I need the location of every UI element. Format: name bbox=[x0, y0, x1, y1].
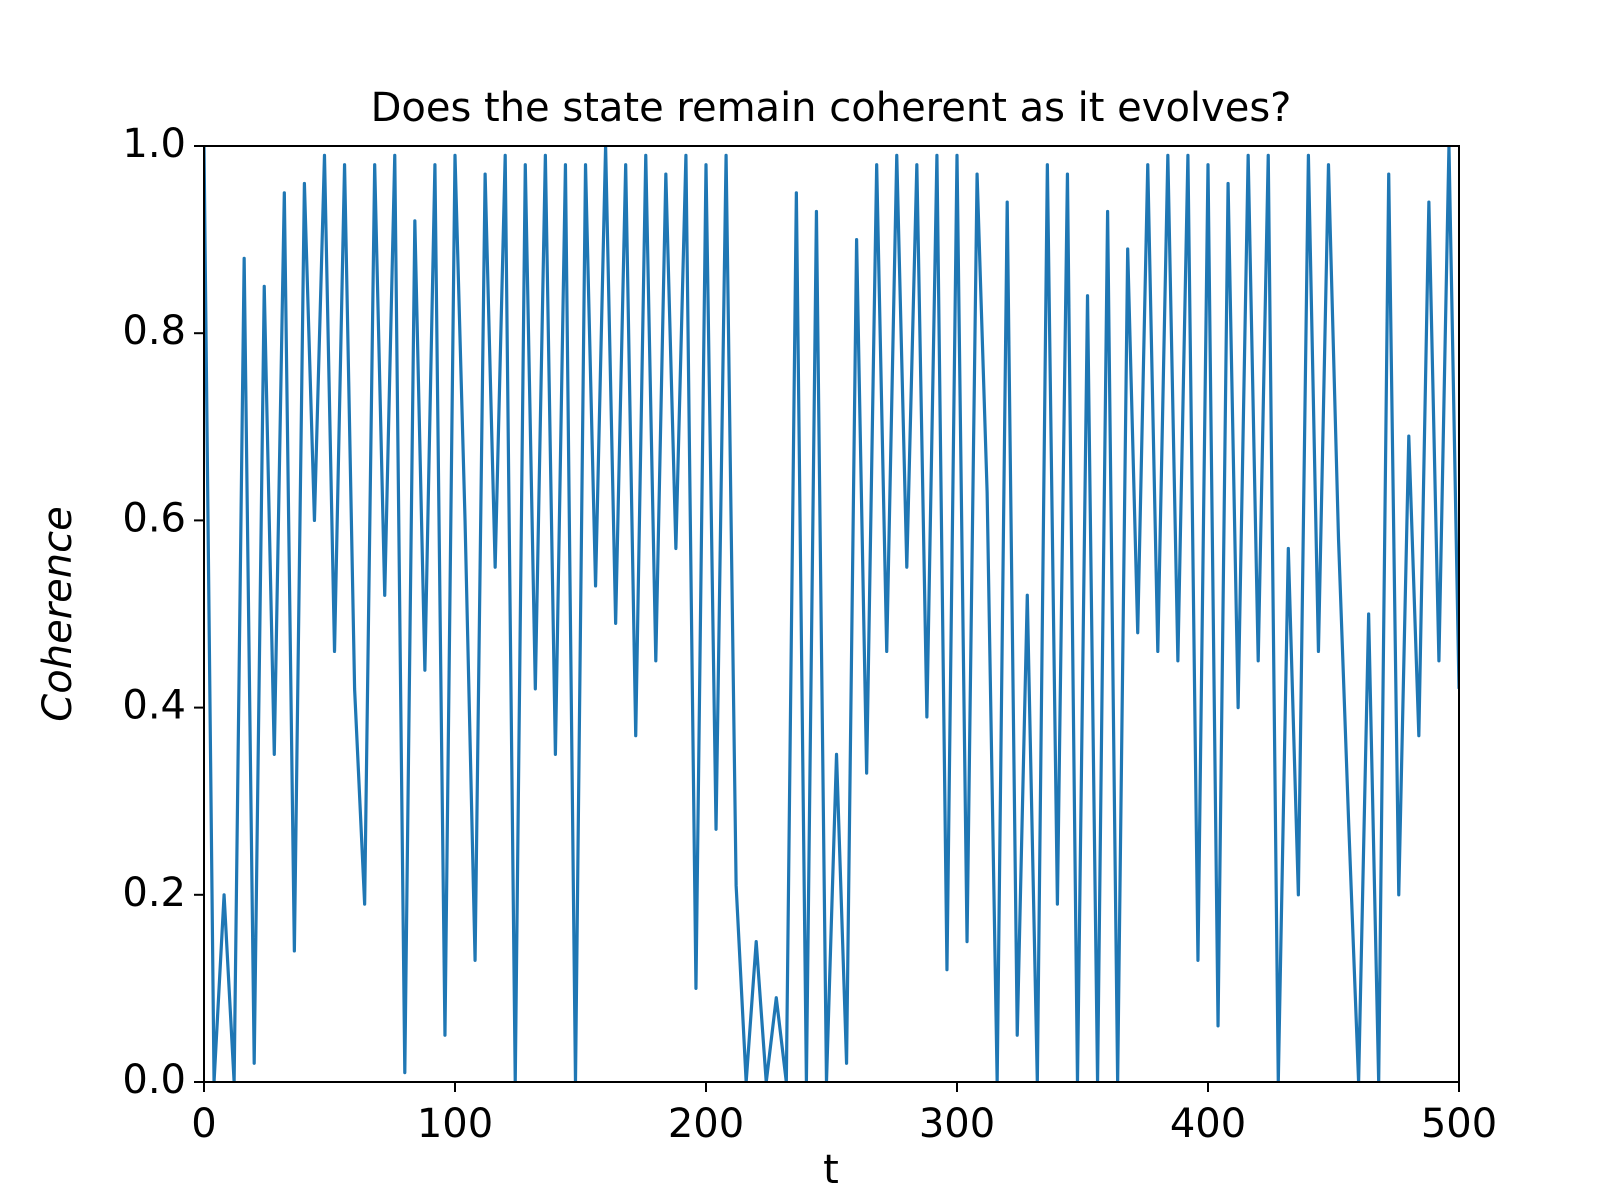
y-tick-label: 0.4 bbox=[122, 683, 186, 729]
x-tick-label: 300 bbox=[919, 1101, 995, 1147]
x-tick-label: 100 bbox=[417, 1101, 493, 1147]
y-tick-label: 0.8 bbox=[122, 308, 186, 354]
x-tick-label: 200 bbox=[668, 1101, 744, 1147]
y-tick-label: 1.0 bbox=[122, 121, 186, 167]
y-tick-label: 0.2 bbox=[122, 870, 186, 916]
x-tick-label: 400 bbox=[1170, 1101, 1246, 1147]
y-axis-label: Coherence bbox=[35, 506, 81, 721]
y-tick-label: 0.0 bbox=[122, 1057, 186, 1103]
x-tick-label: 500 bbox=[1421, 1101, 1497, 1147]
x-tick-label: 0 bbox=[191, 1101, 216, 1147]
y-tick-label: 0.6 bbox=[122, 495, 186, 541]
chart-title: Does the state remain coherent as it evo… bbox=[371, 85, 1292, 131]
x-axis-label: t bbox=[823, 1147, 839, 1193]
plot-frame bbox=[203, 145, 1460, 1083]
data-line bbox=[204, 146, 1459, 1082]
